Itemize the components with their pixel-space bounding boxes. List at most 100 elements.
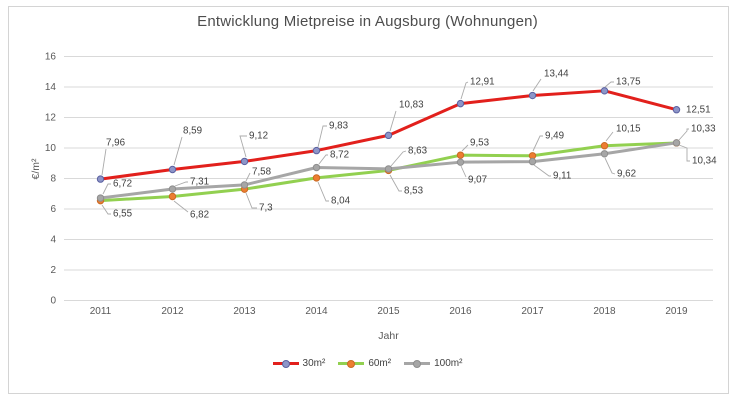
data-label-100m²: 8,72 <box>330 150 349 161</box>
x-tick-label: 2016 <box>449 306 472 317</box>
data-point-30m² <box>384 131 393 140</box>
data-label-100m²: 8,63 <box>408 146 428 157</box>
data-point-100m² <box>600 150 609 158</box>
label-leader-line <box>102 183 111 195</box>
label-leader-line <box>460 165 467 178</box>
y-tick-label: 4 <box>50 235 56 246</box>
x-tick-label: 2015 <box>377 306 400 317</box>
data-label-30m²: 8,59 <box>183 126 202 137</box>
data-point-30m² <box>240 157 249 166</box>
y-tick-label: 8 <box>50 174 56 185</box>
data-label-60m²: 6,55 <box>113 209 133 220</box>
data-point-30m² <box>600 87 609 95</box>
legend-item-60m2: 60m² <box>338 358 391 369</box>
data-label-30m²: 9,83 <box>329 121 349 132</box>
data-label-100m²: 9,11 <box>553 171 571 182</box>
label-leader-line <box>461 144 469 152</box>
data-point-60m² <box>168 192 177 201</box>
x-tick-label: 2019 <box>665 306 688 317</box>
data-label-100m²: 9,62 <box>617 169 636 180</box>
data-point-60m² <box>312 174 321 182</box>
data-label-60m²: 8,53 <box>404 186 424 197</box>
y-tick-label: 0 <box>50 296 56 307</box>
legend-marker-60m2 <box>347 359 356 368</box>
data-label-60m²: 10,15 <box>616 124 641 135</box>
label-leader-line <box>245 192 257 209</box>
x-tick-label: 2017 <box>521 306 544 317</box>
data-label-100m²: 7,58 <box>252 167 272 178</box>
label-leader-line <box>101 204 111 215</box>
label-leader-line <box>317 125 327 148</box>
legend-marker-100m2 <box>413 359 422 368</box>
chart-title: Entwicklung Mietpreise in Augsburg (Wohn… <box>197 13 538 30</box>
data-point-100m² <box>456 158 465 166</box>
data-point-100m² <box>168 185 177 193</box>
label-leader-line <box>317 181 329 202</box>
data-point-100m² <box>96 194 105 202</box>
label-leader-line <box>101 148 107 176</box>
data-label-30m²: 7,96 <box>106 138 126 149</box>
data-point-100m² <box>384 165 393 173</box>
x-tick-label: 2014 <box>305 306 328 317</box>
y-tick-label: 6 <box>50 204 56 215</box>
label-leader-line <box>239 135 247 158</box>
label-leader-line <box>604 157 616 175</box>
label-leader-line <box>174 181 188 187</box>
data-label-30m²: 9,12 <box>249 131 268 142</box>
y-axis-title: €/m² <box>30 158 42 180</box>
data-label-60m²: 6,82 <box>190 210 209 221</box>
legend-item-100m2: 100m² <box>404 358 462 369</box>
data-point-100m² <box>528 157 537 166</box>
data-point-60m² <box>456 151 465 159</box>
y-tick-label: 10 <box>45 143 57 154</box>
label-leader-line <box>173 200 189 213</box>
data-label-60m²: 8,04 <box>331 196 351 207</box>
x-tick-label: 2011 <box>90 306 112 317</box>
y-tick-label: 12 <box>45 113 57 124</box>
data-point-30m² <box>96 175 105 183</box>
data-label-60m²: 7,3 <box>259 203 273 214</box>
legend-line-100m2 <box>404 359 431 368</box>
data-label-60m²: 9,53 <box>470 138 490 149</box>
x-tick-label: 2012 <box>161 306 184 317</box>
label-leader-line <box>173 136 183 166</box>
data-point-100m² <box>312 163 321 172</box>
data-label-30m²: 13,75 <box>616 77 641 88</box>
label-leader-line <box>532 78 542 92</box>
legend-line-30m2 <box>272 359 299 368</box>
label-leader-line <box>605 131 614 142</box>
label-leader-line <box>318 154 328 165</box>
data-label-100m²: 9,07 <box>468 175 487 186</box>
data-point-30m² <box>168 165 177 174</box>
x-tick-label: 2018 <box>593 306 616 317</box>
data-point-60m² <box>600 142 609 150</box>
y-tick-label: 2 <box>50 265 56 276</box>
data-point-30m² <box>312 146 321 155</box>
label-leader-line <box>533 164 551 177</box>
legend-label-60m2: 60m² <box>368 358 392 369</box>
legend-marker-30m2 <box>281 359 290 368</box>
label-leader-line <box>389 110 397 132</box>
legend-label-30m2: 30m² <box>302 358 326 369</box>
x-tick-label: 2013 <box>233 306 256 317</box>
label-leader-line <box>678 144 690 162</box>
legend-line-60m2 <box>338 359 365 368</box>
legend: 30m² 60m² 100m² <box>0 358 735 369</box>
y-tick-label: 14 <box>45 82 57 93</box>
data-point-30m² <box>456 99 465 108</box>
label-leader-line <box>245 172 251 182</box>
data-point-30m² <box>672 106 681 114</box>
legend-item-30m2: 30m² <box>272 358 326 369</box>
y-tick-label: 16 <box>45 52 57 63</box>
label-leader-line <box>460 81 469 100</box>
data-label-30m²: 12,91 <box>470 77 495 88</box>
label-leader-line <box>604 81 614 88</box>
x-axis-title: Jahr <box>378 330 399 342</box>
data-label-30m²: 12,51 <box>686 105 711 116</box>
data-label-30m²: 10,83 <box>399 100 424 111</box>
data-label-100m²: 10,34 <box>692 156 717 167</box>
label-leader-line <box>389 174 402 192</box>
label-leader-line <box>678 128 689 141</box>
